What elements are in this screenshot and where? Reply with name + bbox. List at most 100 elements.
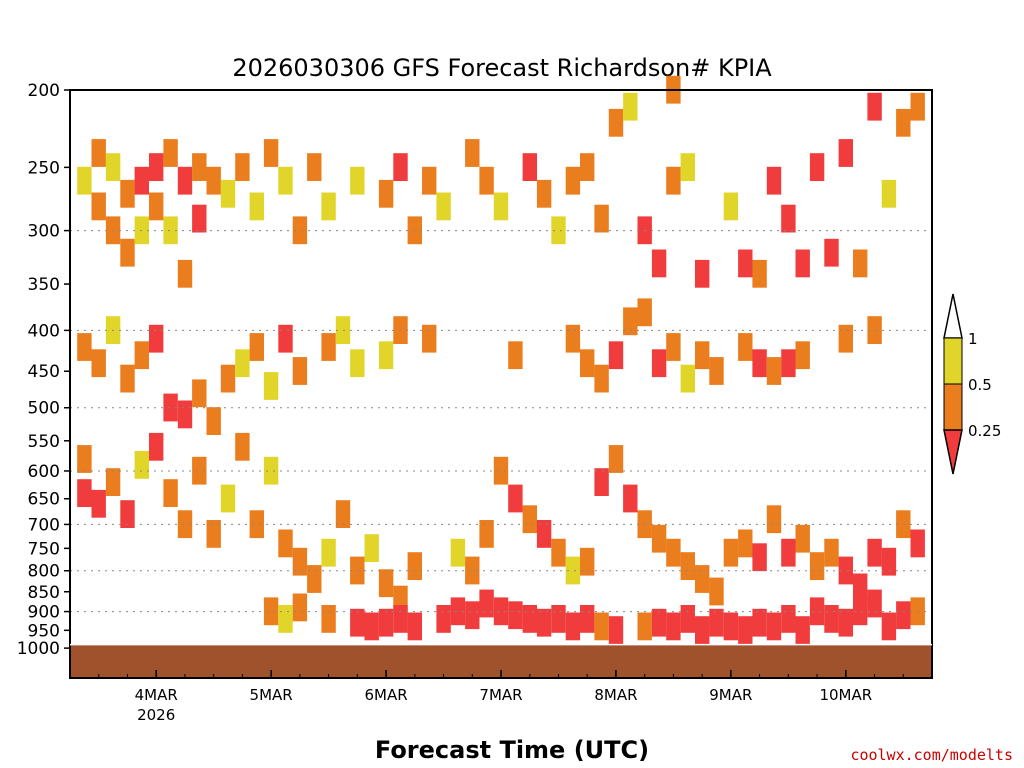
stability-cell <box>881 179 897 208</box>
stability-cell <box>896 108 911 137</box>
stability-cell <box>378 569 394 598</box>
stability-cell <box>479 589 494 618</box>
stability-cell <box>263 372 279 400</box>
stability-cell <box>450 538 466 567</box>
y-tick-label: 1000 <box>17 639 60 659</box>
stability-cell <box>292 547 308 576</box>
stability-cell <box>580 349 595 378</box>
stability-cell <box>766 505 782 534</box>
stability-cell <box>436 605 451 633</box>
stability-cell <box>910 529 925 558</box>
stability-cell <box>508 341 523 370</box>
stability-cell <box>235 432 250 461</box>
ground-fill <box>70 644 932 678</box>
stability-cell <box>651 349 667 378</box>
stability-cell <box>278 324 293 353</box>
stability-cell <box>781 204 796 233</box>
stability-cell <box>608 341 624 370</box>
stability-cell <box>809 552 825 580</box>
stability-cell <box>364 612 379 641</box>
stability-cell <box>580 547 595 576</box>
stability-cell <box>335 500 351 528</box>
x-tick-label: 7MAR <box>479 686 522 704</box>
stability-cell <box>249 333 264 361</box>
stability-cell <box>278 166 293 195</box>
stability-cell <box>565 556 581 585</box>
y-tick-label: 650 <box>28 490 60 510</box>
stability-cell <box>120 179 135 208</box>
y-tick-label: 500 <box>28 399 60 419</box>
stability-cell <box>292 216 308 245</box>
stability-cell <box>149 432 164 461</box>
legend-label-1: 1 <box>968 330 978 348</box>
legend-swatch-high <box>943 337 963 385</box>
stability-cell <box>608 445 624 473</box>
stability-cell <box>795 249 810 278</box>
stability-cell <box>378 608 394 637</box>
stability-cell <box>278 529 293 558</box>
stability-cell <box>163 393 178 422</box>
stability-cell <box>263 139 279 167</box>
chart-title: 2026030306 GFS Forecast Richardson# KPIA <box>232 54 772 82</box>
stability-cell <box>680 552 695 580</box>
stability-cell <box>738 333 753 361</box>
stability-cell <box>565 612 581 641</box>
stability-cell <box>192 204 207 233</box>
stability-cell <box>623 92 638 121</box>
stability-cell <box>321 333 336 361</box>
stability-cell <box>465 139 480 167</box>
stability-cell <box>881 612 897 641</box>
stability-cell <box>220 484 236 513</box>
stability-cell <box>881 547 897 576</box>
stability-cell <box>594 468 609 496</box>
stability-cell <box>867 92 882 121</box>
stability-cell <box>695 259 710 288</box>
stability-cell <box>709 357 724 385</box>
stability-cell <box>493 192 509 221</box>
stability-cell <box>551 538 566 567</box>
legend-bottom-arrow <box>943 429 963 475</box>
stability-cell <box>493 597 509 626</box>
stability-cell <box>723 192 739 221</box>
stability-cell <box>177 259 193 288</box>
stability-cell <box>134 451 149 479</box>
stability-cell <box>853 597 868 626</box>
stability-cell <box>91 489 106 518</box>
stability-cell <box>695 565 710 593</box>
stability-cell <box>263 597 279 626</box>
stability-cell <box>134 341 149 370</box>
stability-cell <box>436 192 451 221</box>
stability-cell <box>565 324 581 353</box>
stability-cell <box>321 605 336 633</box>
y-tick-label: 600 <box>28 462 60 482</box>
stability-cell <box>465 601 480 630</box>
legend-label-0.5: 0.5 <box>968 376 992 394</box>
stability-cell <box>594 364 609 393</box>
stability-cell <box>623 307 638 336</box>
stability-cell <box>422 166 437 195</box>
stability-cell <box>824 605 839 633</box>
stability-cell <box>781 538 796 567</box>
stability-cell <box>536 608 552 637</box>
stability-cell <box>723 612 739 641</box>
y-tick-label: 300 <box>28 222 60 242</box>
stability-cell <box>738 529 753 558</box>
stability-cell <box>350 349 365 378</box>
stability-cell <box>479 166 494 195</box>
x-tick-label: 8MAR <box>594 686 637 704</box>
stability-cell <box>263 456 279 485</box>
stability-cell <box>378 341 394 370</box>
stability-cell <box>77 445 92 473</box>
stability-cell <box>149 192 164 221</box>
stability-cell <box>838 608 853 637</box>
y-tick-label: 400 <box>28 321 60 341</box>
stability-cell <box>608 108 624 137</box>
x-axis-label: Forecast Time (UTC) <box>375 736 649 764</box>
stability-cell <box>651 608 667 637</box>
stability-cell <box>465 556 480 585</box>
stability-cell <box>105 468 121 496</box>
stability-cell <box>637 298 652 327</box>
stability-cell <box>867 316 882 344</box>
stability-cell <box>709 577 724 606</box>
stability-cell <box>91 349 106 378</box>
